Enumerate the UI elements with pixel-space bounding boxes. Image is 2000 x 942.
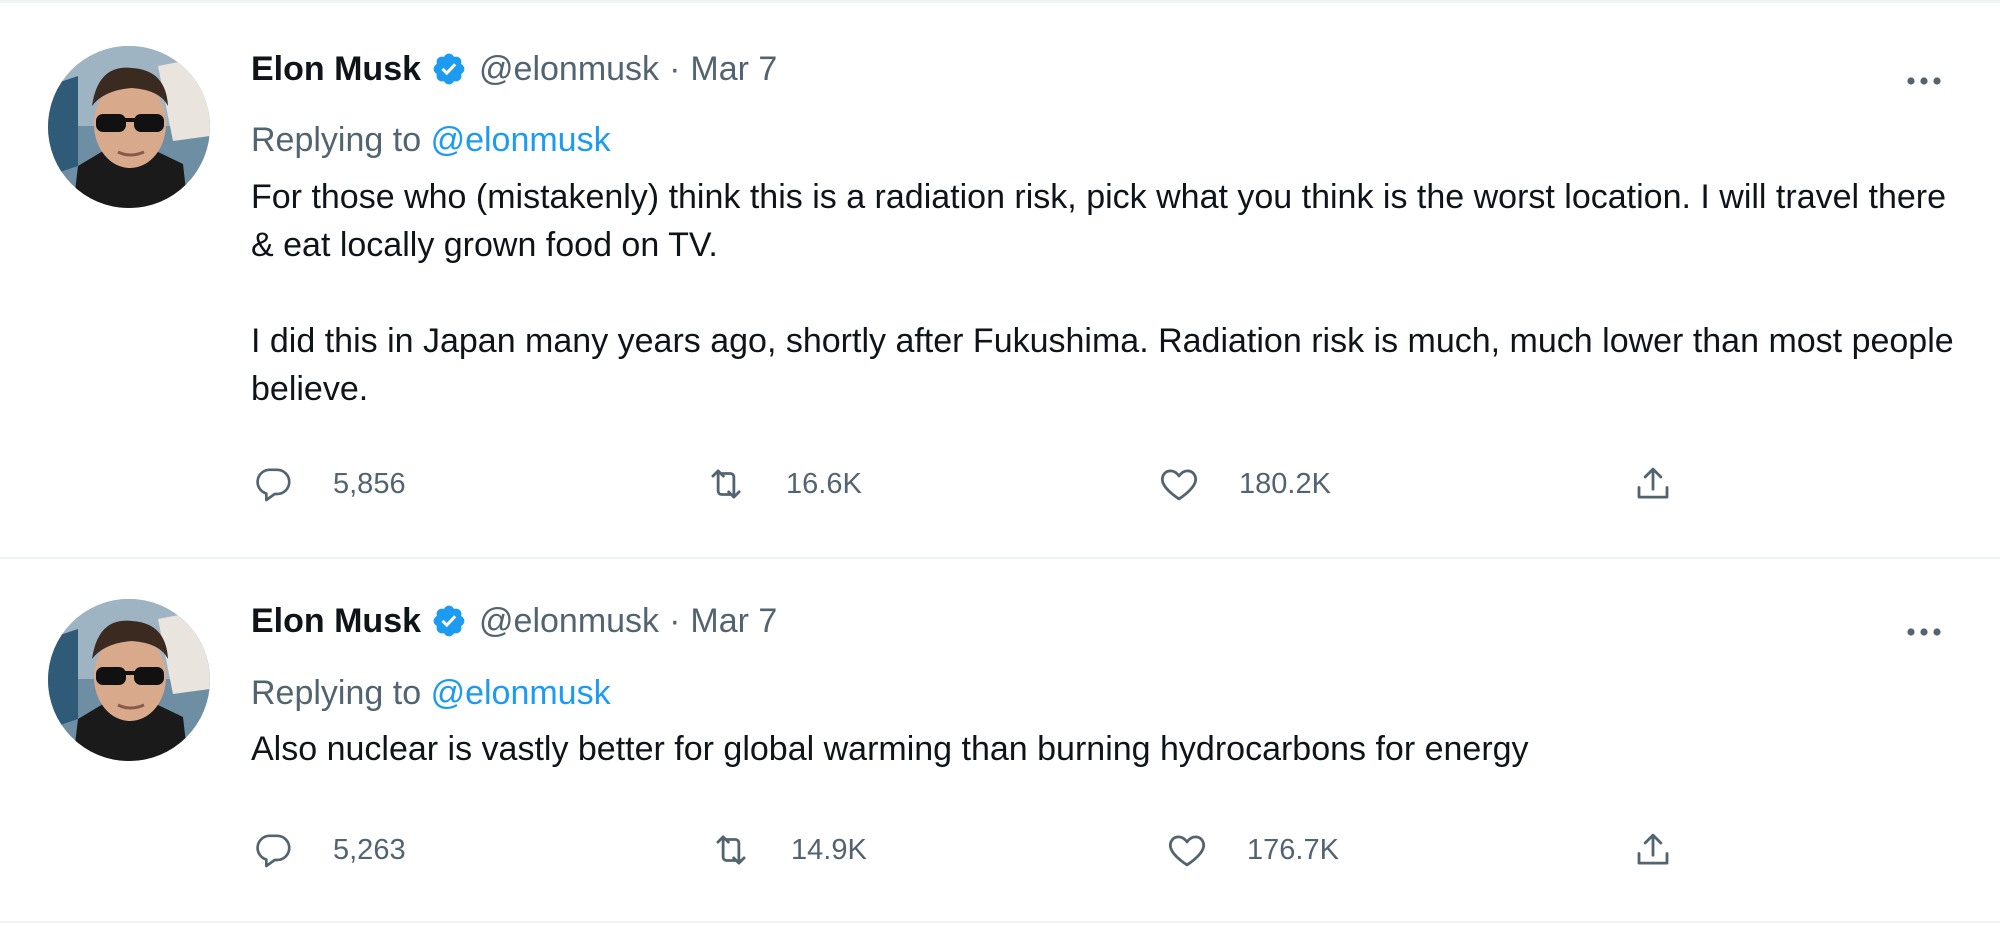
separator-dot: · (669, 601, 681, 640)
reply-icon (251, 828, 295, 872)
retweet-count: 16.6K (786, 467, 862, 500)
like-count: 176.7K (1247, 833, 1339, 866)
tweet-date[interactable]: Mar 7 (690, 49, 778, 88)
reply-count: 5,263 (333, 833, 406, 866)
replying-to: Replying to @elonmusk (251, 674, 611, 713)
more-icon[interactable] (1904, 612, 1944, 652)
like-button[interactable]: 176.7K (1165, 825, 1339, 875)
top-divider (0, 0, 2000, 3)
avatar[interactable] (48, 599, 210, 761)
tweet[interactable]: Elon Musk @elonmusk · Mar 7 Replying to … (0, 559, 2000, 923)
retweet-button[interactable]: 16.6K (704, 459, 862, 509)
share-icon (1631, 462, 1675, 506)
author-handle[interactable]: @elonmusk (479, 601, 660, 640)
tweet-text: Also nuclear is vastly better for global… (251, 725, 1961, 773)
like-button[interactable]: 180.2K (1157, 459, 1331, 509)
share-button[interactable] (1631, 459, 1675, 509)
share-icon (1631, 828, 1675, 872)
retweet-icon (704, 462, 748, 506)
replying-prefix: Replying to (251, 121, 422, 159)
retweet-button[interactable]: 14.9K (709, 825, 867, 875)
reply-count: 5,856 (333, 467, 406, 500)
reply-button[interactable]: 5,263 (251, 825, 406, 875)
heart-icon (1157, 462, 1201, 506)
tweet[interactable]: Elon Musk @elonmusk · Mar 7 Replying to … (0, 3, 2000, 559)
verified-badge-icon (431, 603, 467, 639)
action-bar: 5,856 16.6K 180.2K (251, 459, 1751, 509)
author-handle[interactable]: @elonmusk (479, 49, 660, 88)
tweet-paragraph: For those who (mistakenly) think this is… (251, 178, 1947, 264)
retweet-icon (709, 828, 753, 872)
replying-handle-link[interactable]: @elonmusk (430, 674, 611, 712)
avatar[interactable] (48, 46, 210, 208)
replying-to: Replying to @elonmusk (251, 121, 611, 160)
more-icon[interactable] (1904, 61, 1944, 101)
tweet-date[interactable]: Mar 7 (690, 601, 778, 640)
replying-prefix: Replying to (251, 674, 422, 712)
action-bar: 5,263 14.9K 176.7K (251, 825, 1751, 875)
reply-icon (251, 462, 295, 506)
tweet-paragraph: I did this in Japan many years ago, shor… (251, 322, 1954, 408)
reply-button[interactable]: 5,856 (251, 459, 406, 509)
share-button[interactable] (1631, 825, 1675, 875)
author-name[interactable]: Elon Musk (251, 601, 422, 640)
tweet-header: Elon Musk @elonmusk · Mar 7 (251, 45, 777, 93)
replying-handle-link[interactable]: @elonmusk (430, 121, 611, 159)
separator-dot: · (669, 49, 681, 88)
verified-badge-icon (431, 51, 467, 87)
tweet-text: For those who (mistakenly) think this is… (251, 173, 1961, 413)
like-count: 180.2K (1239, 467, 1331, 500)
tweet-header: Elon Musk @elonmusk · Mar 7 (251, 597, 777, 645)
author-name[interactable]: Elon Musk (251, 49, 422, 88)
tweet-paragraph: Also nuclear is vastly better for global… (251, 730, 1529, 768)
heart-icon (1165, 828, 1209, 872)
retweet-count: 14.9K (791, 833, 867, 866)
